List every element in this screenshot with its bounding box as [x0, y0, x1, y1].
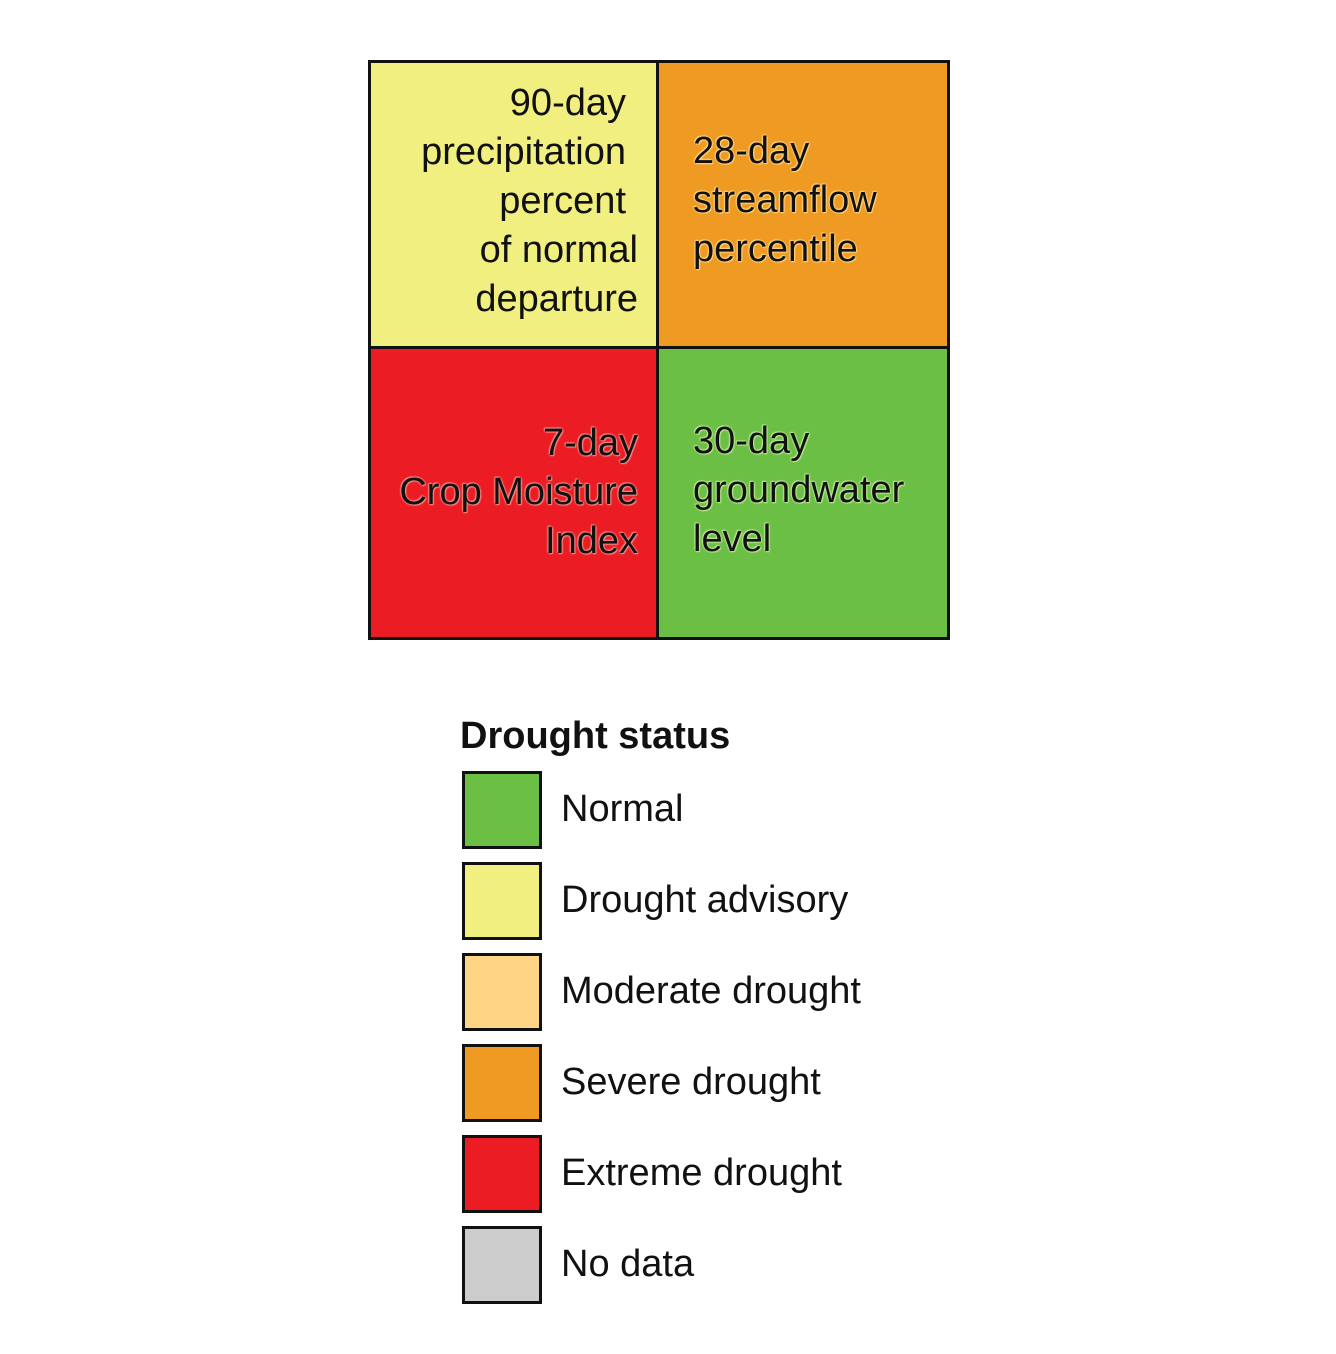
cell-text-line: percentile: [693, 228, 858, 270]
legend-label: Drought advisory: [561, 879, 849, 921]
legend-item-no-data: No data: [460, 1226, 960, 1317]
cell-groundwater: 30-day groundwater level: [659, 349, 947, 637]
cell-text-line: 90-day: [509, 82, 626, 124]
legend-label: Moderate drought: [561, 970, 861, 1012]
legend-swatch: [462, 771, 542, 849]
legend-item-severe-drought: Severe drought: [460, 1044, 960, 1135]
cell-text-line: of normal: [479, 229, 638, 271]
legend-label: No data: [561, 1243, 695, 1285]
cell-text-line: departure: [475, 278, 638, 320]
cell-text-line: 28-day: [693, 130, 810, 172]
cell-precipitation: 90-day precipitation percent of normal d…: [371, 63, 659, 349]
legend-swatch: [462, 1044, 542, 1122]
cell-text-line: 7-day: [542, 422, 638, 464]
cell-crop-moisture-label: 7-day Crop Moisture Index: [399, 419, 638, 566]
legend-swatch: [462, 1226, 542, 1304]
legend-item-moderate-drought: Moderate drought: [460, 953, 960, 1044]
cell-precipitation-label: 90-day precipitation percent of normal d…: [421, 79, 638, 324]
cell-text-line: precipitation: [421, 131, 626, 173]
cell-streamflow-label: 28-day streamflow percentile: [693, 127, 877, 274]
cell-streamflow: 28-day streamflow percentile: [659, 63, 947, 349]
legend-swatch: [462, 1135, 542, 1213]
legend-swatch: [462, 953, 542, 1031]
indicator-grid: 90-day precipitation percent of normal d…: [368, 60, 950, 640]
cell-text-line: groundwater: [693, 469, 905, 511]
cell-text-line: percent: [499, 180, 626, 222]
cell-groundwater-label: 30-day groundwater level: [693, 417, 904, 564]
legend-item-extreme-drought: Extreme drought: [460, 1135, 960, 1226]
legend-item-normal: Normal: [460, 771, 960, 862]
cell-text-line: streamflow: [693, 179, 877, 221]
cell-text-line: Index: [545, 520, 638, 562]
legend-label: Extreme drought: [561, 1152, 842, 1194]
legend-item-drought-advisory: Drought advisory: [460, 862, 960, 953]
cell-crop-moisture: 7-day Crop Moisture Index: [371, 349, 659, 637]
cell-text-line: 30-day: [693, 420, 810, 462]
cell-text-line: Crop Moisture: [399, 471, 638, 513]
cell-text-line: level: [693, 518, 772, 560]
legend-label: Severe drought: [561, 1061, 821, 1103]
legend-swatch: [462, 862, 542, 940]
legend-title: Drought status: [460, 715, 731, 757]
legend: Drought status Normal Drought advisory M…: [460, 714, 960, 1317]
legend-label: Normal: [561, 788, 684, 830]
